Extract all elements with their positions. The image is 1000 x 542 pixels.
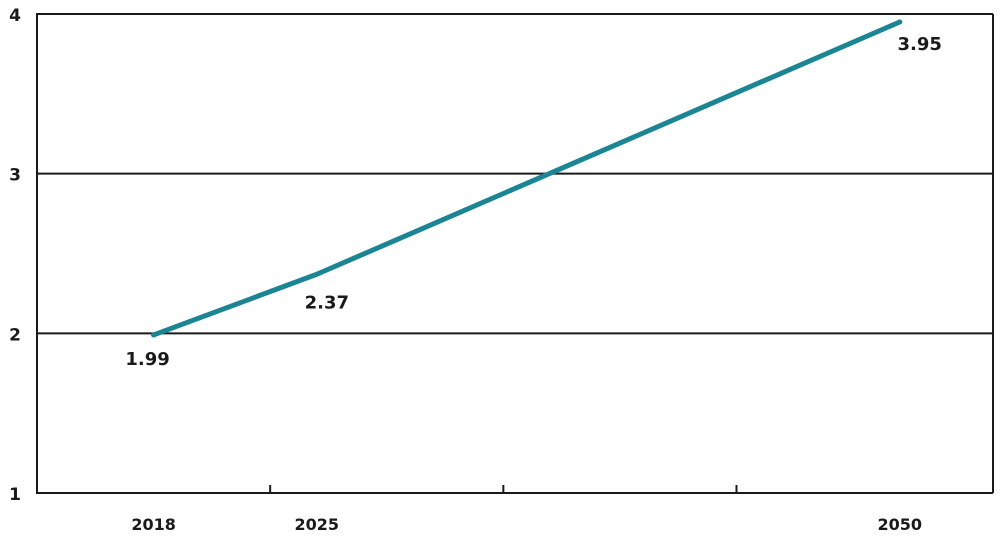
- y-tick-label: 2: [9, 325, 21, 345]
- y-tick-label: 4: [9, 6, 21, 26]
- y-tick-label: 3: [9, 166, 21, 186]
- grid-layer: [37, 13, 993, 335]
- label-layer: 1 2 3 4 2018 2025 2050 1.99 2.37 3.95: [9, 6, 942, 534]
- data-point: [897, 19, 903, 25]
- data-label: 1.99: [125, 349, 169, 370]
- x-tick-label: 2018: [131, 515, 176, 534]
- data-point: [151, 332, 157, 338]
- series-line: [151, 19, 903, 338]
- data-label: 2.37: [305, 292, 349, 313]
- axis-layer: [36, 13, 994, 494]
- series-layer: [151, 19, 903, 338]
- y-tick-label: 1: [9, 485, 21, 505]
- data-point: [314, 271, 320, 277]
- data-label: 3.95: [898, 34, 942, 55]
- x-tick-label: 2025: [295, 515, 340, 534]
- x-tick-label: 2050: [877, 515, 922, 534]
